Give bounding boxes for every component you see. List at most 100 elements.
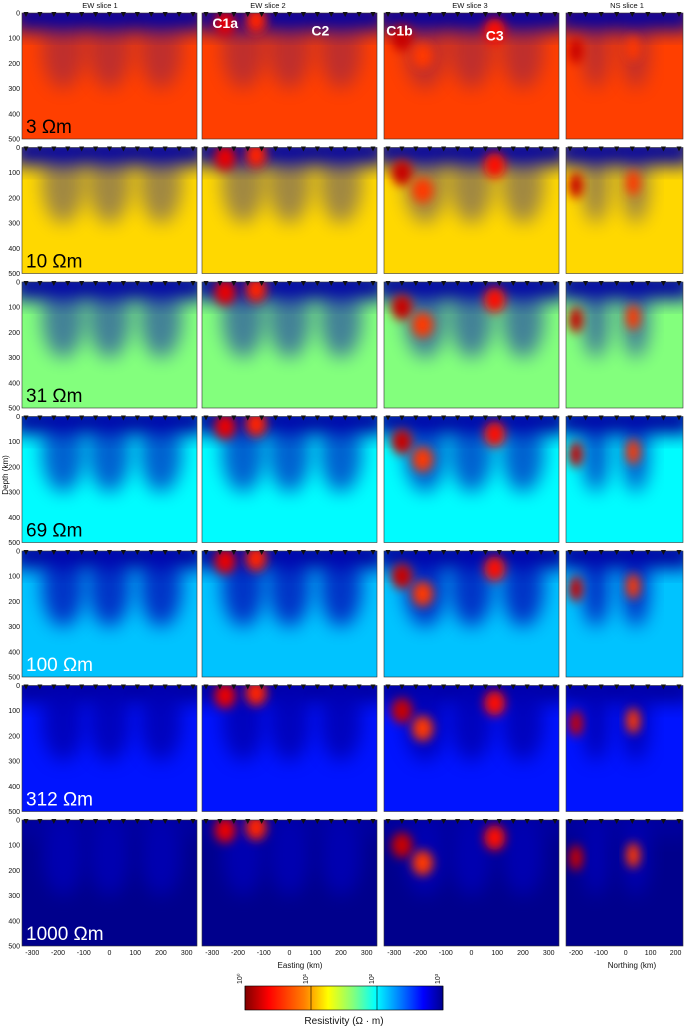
station-marker: [469, 12, 474, 17]
station-marker: [65, 550, 71, 555]
x-tick-label: 100: [491, 950, 503, 957]
station-marker: [300, 550, 306, 555]
x-tick-label: 0: [624, 950, 628, 957]
station-marker: [455, 819, 461, 824]
station-marker: [231, 684, 237, 690]
panel-r3-c2: [201, 281, 378, 409]
x-tick-label: -300: [387, 950, 401, 957]
depth-tick-label: 500: [8, 271, 20, 278]
station-marker: [93, 281, 99, 286]
station-marker: [660, 146, 666, 152]
station-marker: [287, 12, 292, 17]
station-marker: [203, 819, 209, 824]
station-marker: [51, 550, 57, 555]
station-marker: [148, 281, 154, 286]
station-marker: [645, 281, 651, 286]
station-marker: [427, 415, 433, 421]
colorbar-tick-label: 10³: [435, 973, 442, 984]
station-marker: [455, 146, 461, 152]
row-label: 31 Ωm: [26, 386, 82, 407]
resistive-lid: [566, 147, 683, 166]
station-marker: [245, 12, 251, 17]
station-marker: [510, 146, 516, 152]
station-marker: [273, 415, 279, 421]
station-marker: [385, 281, 391, 286]
station-marker: [93, 146, 99, 152]
station-marker: [676, 550, 682, 555]
station-marker: [645, 12, 651, 17]
station-marker: [65, 415, 71, 421]
resistive-body: [42, 13, 85, 89]
conductive-anomaly: [626, 573, 641, 599]
resistive-body: [88, 416, 131, 493]
conductive-anomaly: [626, 439, 641, 465]
resistive-body: [42, 820, 85, 896]
x-tick-labels: -300 -200 -100 0 100 200 300 -300 -200 -100 0 100 20…: [25, 950, 681, 957]
station-marker: [524, 684, 530, 690]
station-marker: [660, 550, 666, 555]
station-marker: [328, 819, 334, 824]
resistive-body: [88, 13, 131, 89]
panel-frame: [565, 819, 684, 947]
station-marker: [245, 415, 251, 421]
station-marker: [342, 146, 348, 152]
panel-r4-c2: [201, 415, 378, 543]
resistive-body: [581, 416, 610, 493]
station-marker: [259, 819, 265, 824]
depth-tick-label: 400: [8, 380, 20, 387]
station-marker: [176, 684, 182, 690]
station-marker: [23, 146, 29, 152]
station-marker: [328, 12, 334, 17]
resistive-body: [42, 551, 85, 627]
station-marker: [273, 550, 279, 555]
station-marker: [259, 281, 265, 286]
resistive-body: [42, 147, 85, 224]
conductive-anomaly: [245, 551, 267, 572]
station-marker: [93, 550, 99, 555]
x-tick-label: -300: [205, 950, 219, 957]
conductive-anomaly: [412, 312, 434, 338]
station-marker: [79, 415, 85, 421]
station-marker: [176, 415, 182, 421]
depth-tick-label: 100: [8, 574, 20, 581]
station-marker: [107, 415, 112, 421]
colorbar-tick-label: 10²: [369, 973, 376, 984]
conductive-anomaly: [412, 177, 434, 203]
conductive-anomaly: [626, 708, 641, 734]
depth-tick-label: 200: [8, 733, 20, 740]
station-marker: [245, 550, 251, 555]
station-marker: [413, 684, 419, 690]
panel-frame: [565, 281, 684, 409]
conductive-anomaly: [484, 556, 506, 582]
station-marker: [93, 12, 99, 17]
station-marker: [399, 819, 405, 824]
station-marker: [469, 146, 474, 152]
station-marker: [441, 146, 447, 152]
resistive-body: [319, 820, 362, 896]
colorbar-ticks: 10⁰ 10¹ 10² 10³: [236, 973, 444, 1010]
depth-tick-label: 100: [8, 36, 20, 43]
panel-r5-c1: 0 100 200 300 400 500: [8, 549, 198, 682]
resistive-body: [319, 685, 362, 762]
station-marker: [399, 684, 405, 690]
conductive-anomaly: [214, 13, 236, 36]
x-tick-label: 300: [181, 950, 193, 957]
resistive-body: [501, 685, 544, 762]
x-tick-label: 300: [361, 950, 373, 957]
conductive-anomaly: [484, 690, 506, 716]
station-marker: [65, 281, 71, 286]
station-marker: [676, 146, 682, 152]
station-marker: [65, 146, 71, 152]
station-marker: [552, 684, 558, 690]
station-marker: [524, 146, 530, 152]
depth-tick-label: 400: [8, 246, 20, 253]
station-marker: [273, 819, 279, 824]
station-marker: [23, 550, 29, 555]
station-marker: [567, 146, 573, 152]
resistive-lid: [566, 685, 683, 704]
conductive-anomaly: [391, 563, 413, 589]
station-marker: [287, 415, 292, 421]
station-marker: [134, 281, 140, 286]
panel-r7-c4: [565, 819, 684, 947]
station-marker: [598, 684, 604, 690]
